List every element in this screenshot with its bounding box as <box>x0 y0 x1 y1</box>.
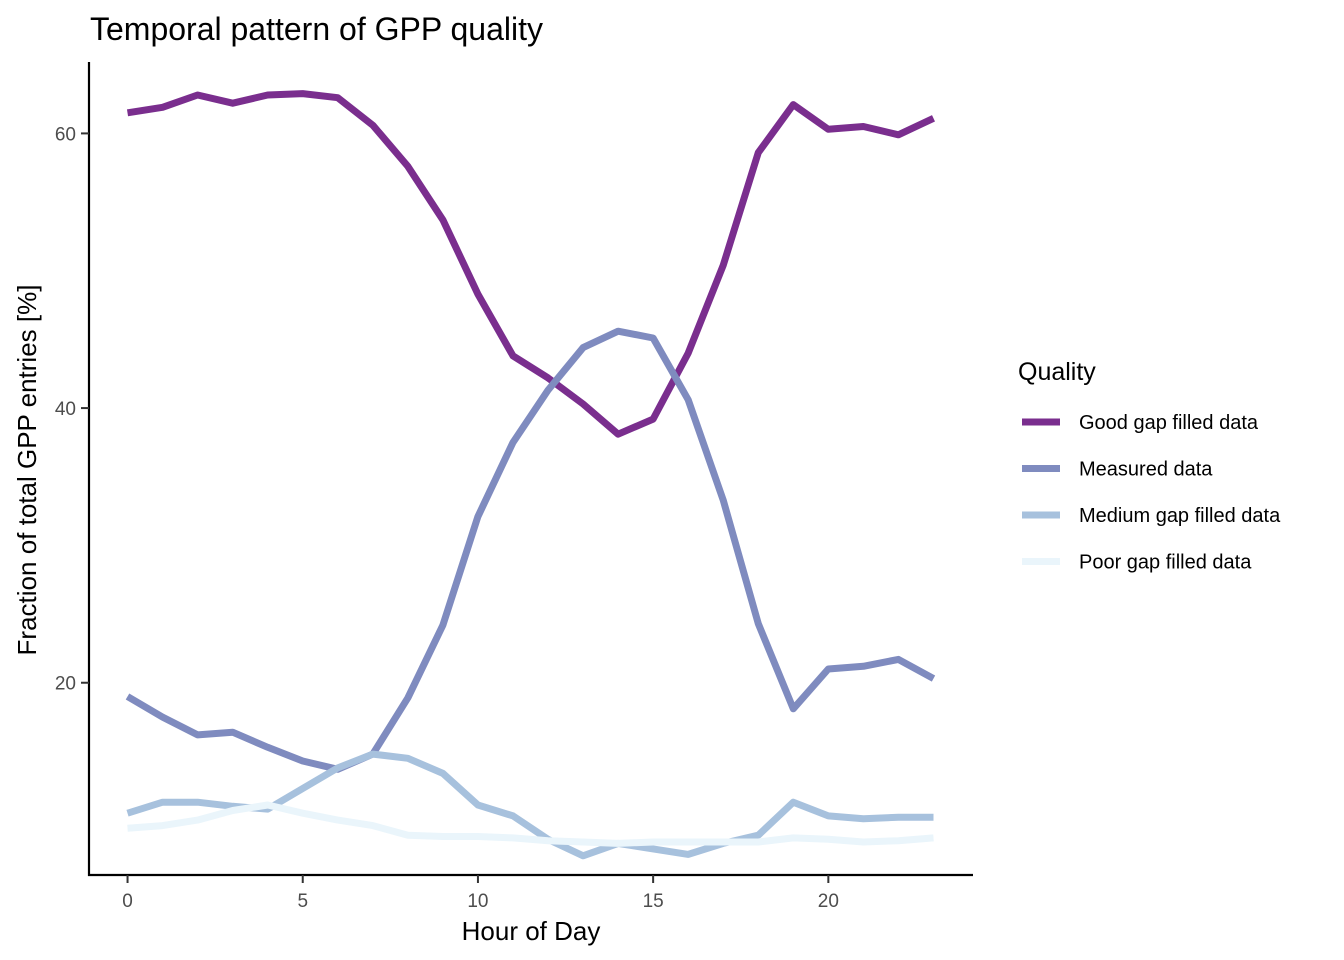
legend-title: Quality <box>1018 358 1096 386</box>
legend-items: Good gap filled data Measured data Medium … <box>1022 412 1281 574</box>
y-tick-label: 40 <box>55 399 76 420</box>
legend-label: Good gap filled data <box>1079 412 1259 434</box>
y-tick-label: 20 <box>55 674 76 695</box>
series-line-good-gap-filled-data <box>126 90 935 438</box>
legend-label: Measured data <box>1079 459 1213 481</box>
legend-label: Poor gap filled data <box>1079 552 1252 574</box>
y-axis-ticks: 20 40 60 <box>55 124 89 695</box>
legend-label: Medium gap filled data <box>1079 505 1281 527</box>
x-tick-label: 15 <box>643 891 664 912</box>
legend: Quality Good gap filled data Measured dat… <box>1018 358 1281 574</box>
x-tick-label: 5 <box>297 891 308 912</box>
plot-area: 0 5 10 15 20 20 40 60 <box>55 62 973 912</box>
x-tick-label: 0 <box>122 891 133 912</box>
series-lines <box>125 90 936 860</box>
x-tick-label: 10 <box>467 891 488 912</box>
y-tick-label: 60 <box>55 124 76 145</box>
x-axis-label: Hour of Day <box>462 916 601 946</box>
series-line-measured-data <box>125 327 936 773</box>
x-tick-label: 20 <box>818 891 839 912</box>
y-axis-label: Fraction of total GPP entries [%] <box>12 285 42 656</box>
chart-title: Temporal pattern of GPP quality <box>90 11 543 47</box>
series-line-poor-gap-filled-data <box>127 801 934 847</box>
x-axis-ticks: 0 5 10 15 20 <box>122 875 839 912</box>
